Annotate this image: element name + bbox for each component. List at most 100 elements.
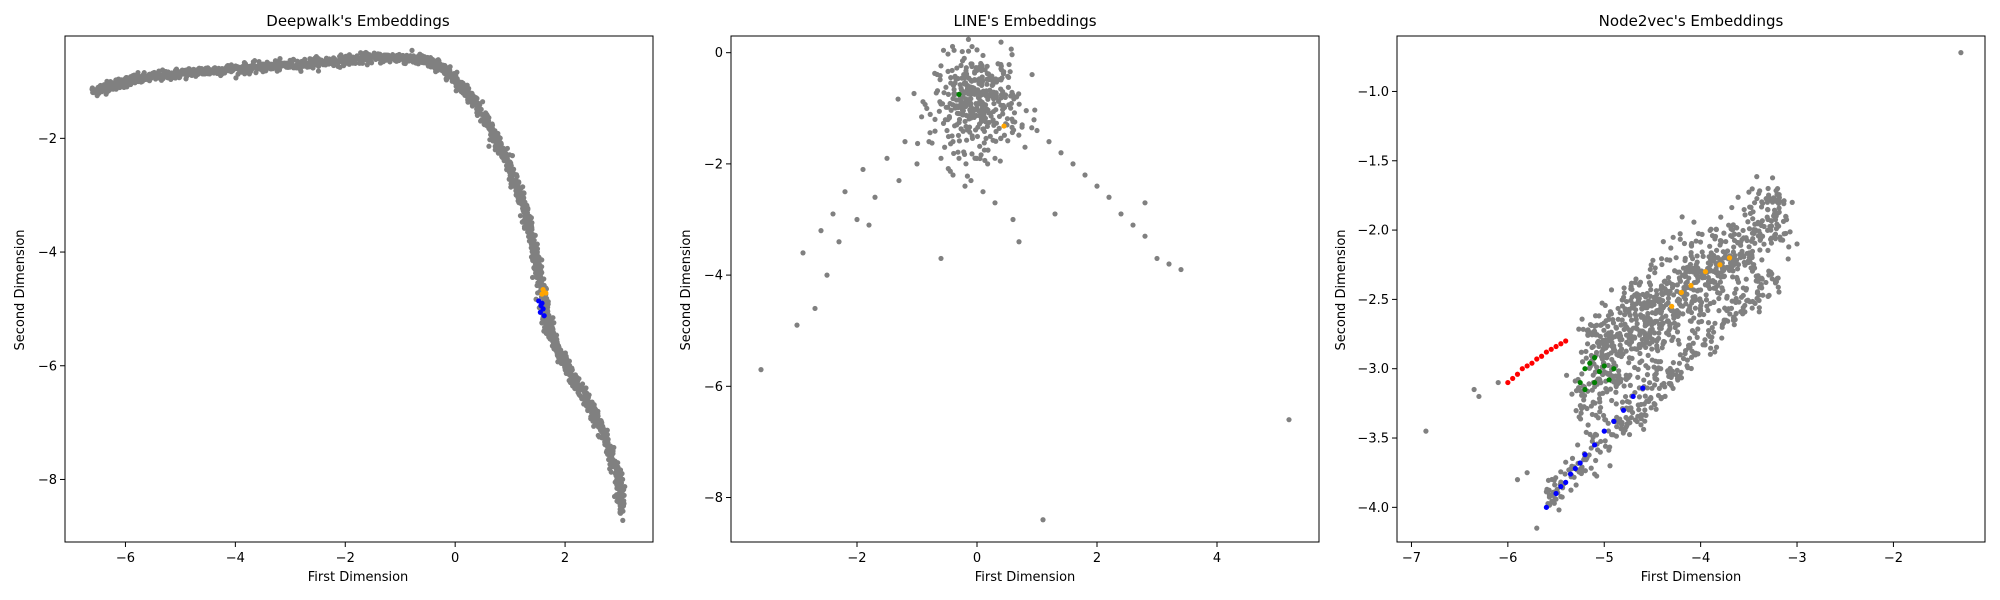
node2vec-point (1691, 219, 1697, 225)
node2vec-point (1546, 494, 1553, 500)
line-point (1011, 96, 1017, 102)
line-point (1008, 46, 1014, 52)
node2vec-point (1775, 284, 1781, 290)
node2vec-point (1692, 295, 1698, 302)
line-point (951, 150, 957, 157)
line-point (937, 77, 943, 83)
line-point (945, 51, 951, 57)
line-point (945, 68, 951, 74)
node2vec-point (1676, 360, 1683, 366)
node2vec-point (1620, 430, 1626, 436)
node2vec-point (1595, 338, 1601, 344)
node2vec-point (1724, 295, 1730, 301)
node2vec-point (1633, 307, 1639, 313)
line-title: LINE's Embeddings (953, 12, 1096, 30)
node2vec-point (1619, 317, 1625, 323)
node2vec-point (1615, 305, 1621, 312)
node2vec-point (1682, 257, 1688, 264)
node2vec-point (1699, 249, 1705, 255)
node2vec-point (1634, 321, 1640, 327)
line-point (1130, 222, 1136, 228)
node2vec-point (1617, 342, 1623, 348)
deepwalk-ytick-label: −4 (38, 246, 57, 261)
deepwalk-ytick-label: −2 (38, 132, 57, 147)
node2vec-point (1645, 310, 1651, 317)
node2vec-point (1567, 471, 1574, 477)
node2vec-point (1519, 366, 1525, 372)
line-point (946, 115, 953, 121)
node2vec-point (1744, 298, 1750, 304)
node2vec-point (1734, 276, 1741, 283)
node2vec-ytick-label: −3.0 (1357, 362, 1389, 377)
line-xtick-label: 0 (973, 551, 981, 566)
node2vec-point (1675, 322, 1681, 328)
line-point (983, 135, 989, 142)
line-point (1000, 107, 1006, 113)
line-point (973, 112, 980, 119)
deepwalk-subplot: Deepwalk's Embeddings First Dimension Se… (13, 12, 654, 585)
line-point (965, 126, 972, 132)
node2vec-point (1708, 338, 1714, 345)
line-point (981, 101, 987, 107)
deepwalk-point (486, 143, 492, 149)
line-point (1002, 92, 1009, 98)
node2vec-point (1715, 273, 1721, 279)
node2vec-point (1645, 352, 1651, 358)
deepwalk-point (620, 517, 626, 524)
node2vec-point (1628, 280, 1635, 286)
line-point (1010, 216, 1016, 223)
node2vec-point (1601, 327, 1607, 333)
node2vec-point (1679, 214, 1685, 220)
node2vec-point (1583, 348, 1589, 355)
line-point (818, 228, 824, 234)
node2vec-point (1677, 236, 1683, 242)
node2vec-point (1694, 259, 1700, 265)
node2vec-xtick-label: −7 (1402, 551, 1421, 566)
line-point (1029, 125, 1035, 131)
node2vec-point (1505, 379, 1511, 386)
node2vec-point (1615, 316, 1621, 322)
node2vec-point (1670, 312, 1676, 318)
line-point (919, 114, 925, 120)
line-point (985, 107, 991, 113)
node2vec-point (1651, 330, 1658, 336)
node2vec-point (1534, 525, 1540, 531)
line-point (990, 117, 996, 123)
node2vec-point (1573, 482, 1579, 488)
deepwalk-ylabel: Second Dimension (13, 229, 28, 350)
node2vec-point (1775, 210, 1781, 216)
node2vec-point (1632, 279, 1638, 286)
node2vec-point (1577, 379, 1583, 386)
deepwalk-point (368, 60, 375, 66)
node2vec-point (1723, 238, 1729, 245)
line-point (997, 158, 1003, 164)
node2vec-point (1682, 351, 1688, 357)
node2vec-point (1651, 320, 1657, 326)
node2vec-point (1689, 240, 1695, 247)
line-point (951, 86, 957, 93)
line-point (924, 105, 930, 111)
node2vec-point (1765, 207, 1771, 213)
node2vec-point (1733, 299, 1739, 305)
node2vec-point (1720, 320, 1727, 326)
node2vec-point (1594, 364, 1600, 370)
node2vec-point (1604, 331, 1610, 338)
node2vec-point (1776, 289, 1782, 295)
node2vec-point (1607, 463, 1613, 469)
line-point (938, 155, 944, 161)
line-point (957, 98, 964, 104)
node2vec-ylabel: Second Dimension (1334, 229, 1349, 350)
deepwalk-point (409, 47, 415, 54)
node2vec-point (1736, 232, 1742, 238)
node2vec-point (1751, 265, 1758, 271)
node2vec-point (1638, 422, 1644, 428)
node2vec-point (1686, 342, 1692, 348)
line-point (979, 62, 985, 68)
node2vec-point (1776, 205, 1782, 211)
node2vec-point (1604, 353, 1610, 359)
line-point (963, 161, 969, 167)
deepwalk-point (466, 85, 472, 92)
node2vec-point (1622, 312, 1628, 318)
node2vec-point (1659, 261, 1665, 268)
node2vec-point (1644, 385, 1650, 391)
